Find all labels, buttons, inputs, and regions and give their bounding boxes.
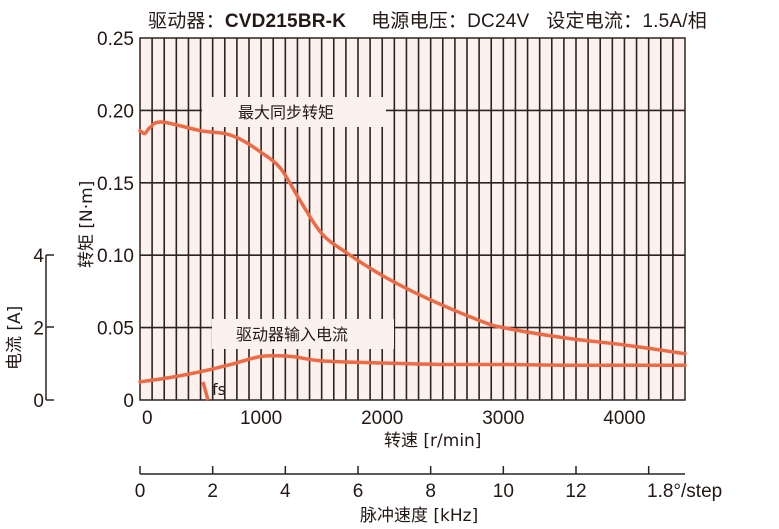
svg-text:2000: 2000 <box>361 408 403 429</box>
svg-text:0.15: 0.15 <box>97 174 134 195</box>
speed-axis-tick-labels: 0 1000 2000 3000 4000 <box>142 408 646 429</box>
fs-label: fs <box>212 380 226 399</box>
voltage-label: 电源电压： <box>371 11 468 32</box>
svg-text:4: 4 <box>280 481 291 502</box>
torque-axis-title: 转矩 [N·m] <box>77 181 97 268</box>
torque-curve-label: 最大同步转矩 <box>238 103 334 122</box>
svg-text:10: 10 <box>493 481 514 502</box>
fs-marker <box>201 381 210 401</box>
pulse-axis-tick-labels: 0 2 4 6 8 10 12 <box>135 481 587 502</box>
pulse-axis-unit: 1.8°/step <box>647 481 722 502</box>
current-axis <box>45 254 54 401</box>
svg-text:4000: 4000 <box>603 408 645 429</box>
pulse-speed-axis <box>139 466 685 475</box>
pulse-axis-title: 脉冲速度 [kHz] <box>360 506 478 526</box>
current-axis-title: 电流 [A] <box>5 306 25 370</box>
current-axis-tick-labels: 0 2 4 <box>33 246 44 412</box>
svg-text:0: 0 <box>33 391 44 412</box>
svg-text:8: 8 <box>425 481 436 502</box>
svg-text:12: 12 <box>565 481 586 502</box>
svg-text:0: 0 <box>142 408 153 429</box>
current-label-box <box>212 319 394 349</box>
torque-axis-tick-labels: 0 0.05 0.10 0.15 0.20 0.25 <box>97 29 134 412</box>
speed-axis-title: 转速 [r/min] <box>384 431 481 451</box>
svg-text:0.10: 0.10 <box>97 246 134 267</box>
svg-text:0: 0 <box>135 481 146 502</box>
svg-text:3000: 3000 <box>482 408 524 429</box>
torque-curve <box>138 120 687 356</box>
current-label: 设定电流： <box>546 11 643 32</box>
driver-model: CVD215BR-K <box>224 11 347 32</box>
current-value: 1.5A/相 <box>642 11 707 32</box>
chart-title: 驱动器：CVD215BR-K 电源电压：DC24V 设定电流：1.5A/相 <box>148 6 707 33</box>
voltage-value: DC24V <box>467 11 530 32</box>
svg-text:2: 2 <box>207 481 218 502</box>
svg-text:4: 4 <box>33 246 44 267</box>
svg-text:1000: 1000 <box>240 408 282 429</box>
svg-text:0.05: 0.05 <box>97 319 134 340</box>
svg-text:0.25: 0.25 <box>97 29 134 50</box>
current-curve-label: 驱动器输入电流 <box>236 325 348 344</box>
driver-label: 驱动器： <box>148 11 225 32</box>
current-curve <box>138 353 687 384</box>
svg-text:6: 6 <box>353 481 364 502</box>
svg-text:0: 0 <box>123 391 134 412</box>
torque-label-box <box>202 97 386 127</box>
svg-text:2: 2 <box>33 319 44 340</box>
svg-text:0.20: 0.20 <box>97 101 134 122</box>
